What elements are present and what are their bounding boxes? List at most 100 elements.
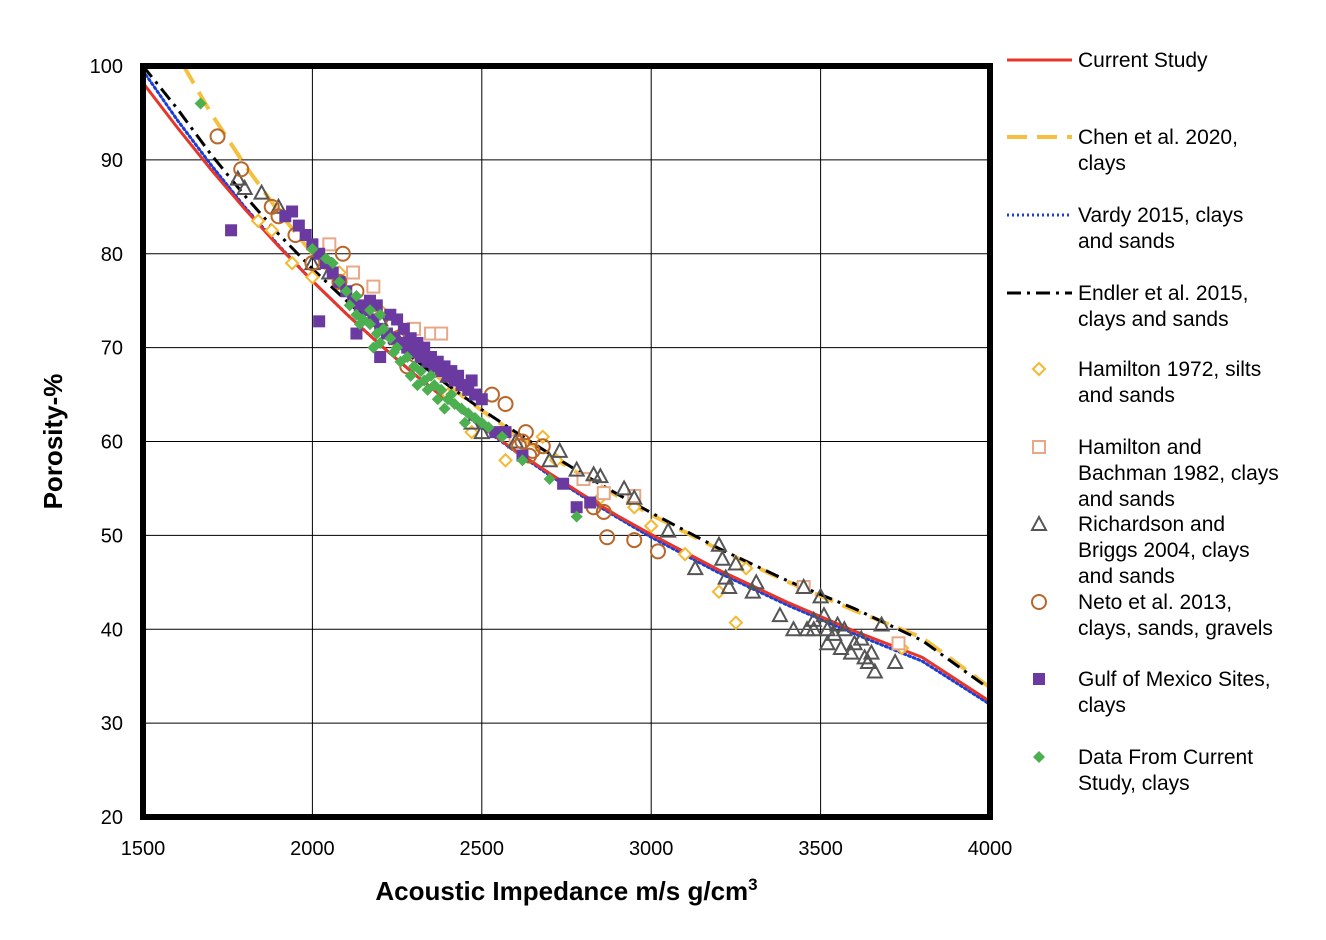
data-point <box>727 554 745 571</box>
y-tick-label: 60 <box>101 432 123 454</box>
data-point <box>414 365 427 378</box>
legend-label: clays <box>1078 694 1126 717</box>
series-lines <box>143 66 990 706</box>
data-point <box>464 424 480 440</box>
data-point <box>473 423 491 440</box>
x-tick-label: 3000 <box>629 838 674 860</box>
data-point <box>194 97 207 110</box>
data-point <box>828 615 847 632</box>
data-point <box>445 388 458 401</box>
data-point <box>842 643 860 660</box>
legend-label: Richardson and <box>1078 513 1225 536</box>
data-point <box>818 634 837 651</box>
data-point <box>625 488 643 505</box>
data-point <box>534 438 551 455</box>
data-point <box>313 315 326 328</box>
data-point <box>872 615 891 632</box>
data-point <box>452 369 465 382</box>
data-point <box>284 255 300 271</box>
legend-item: Hamilton 1972, silts and sands <box>1031 358 1261 407</box>
legend-label: Hamilton and <box>1078 436 1202 459</box>
legend-label: Hamilton 1972, silts <box>1078 358 1261 381</box>
data-point <box>835 620 853 637</box>
data-point <box>299 228 312 241</box>
legend-swatch <box>1031 361 1047 377</box>
legend-label: Gulf of Mexico Sites, <box>1078 668 1271 691</box>
legend-label: clays and sands <box>1078 308 1229 331</box>
data-point <box>649 543 666 560</box>
data-point <box>333 275 346 288</box>
legend-label: clays <box>1078 152 1126 175</box>
data-point <box>815 606 833 623</box>
series-line <box>143 69 990 706</box>
data-point <box>747 573 765 590</box>
data-point <box>584 496 597 509</box>
data-point <box>465 374 478 387</box>
legend-label: Study, clays <box>1078 772 1190 795</box>
data-point <box>334 245 351 262</box>
data-point <box>615 479 633 496</box>
legend-item: Chen et al. 2020, clays <box>1007 126 1238 175</box>
data-point <box>326 257 339 270</box>
data-point <box>233 161 250 178</box>
data-point <box>866 662 884 679</box>
data-point <box>401 351 414 364</box>
legend-item: Vardy 2015, clays and sands <box>1007 204 1243 253</box>
data-point <box>811 587 830 604</box>
data-point <box>235 178 254 195</box>
legend: Current Study Chen et al. 2020, clays Vardy… <box>1007 49 1279 795</box>
data-point <box>710 535 728 552</box>
data-point <box>886 653 904 670</box>
data-point <box>677 546 693 562</box>
legend-swatch <box>1033 751 1045 763</box>
legend-swatch <box>1032 440 1046 454</box>
x-tick-labels: 1500 2000 2500 3000 3500 4000 <box>121 838 1013 860</box>
x-axis-label: Acoustic Impedance m/s g/cm3 <box>375 875 757 906</box>
legend-label: Vardy 2015, clays <box>1078 204 1243 227</box>
data-point <box>570 510 583 523</box>
data-point <box>784 620 803 637</box>
data-point <box>832 638 850 655</box>
x-tick-label: 2500 <box>460 838 505 860</box>
data-point <box>252 183 271 200</box>
data-point <box>595 503 612 520</box>
y-tick-label: 70 <box>101 338 123 360</box>
data-point <box>599 529 616 546</box>
legend-item: Data From Current Study, clays <box>1033 746 1253 795</box>
data-point <box>458 416 471 429</box>
data-point <box>424 369 437 382</box>
data-point <box>626 532 643 549</box>
data-point <box>643 518 659 534</box>
data-point <box>384 332 397 345</box>
legend-label: Bachman 1982, clays <box>1078 462 1279 485</box>
data-point <box>353 318 366 331</box>
data-point <box>498 452 513 468</box>
data-point <box>404 369 417 382</box>
data-point <box>306 243 319 256</box>
data-point <box>303 254 322 271</box>
legend-item: Hamilton and Bachman 1982, clays and sands <box>1032 436 1279 511</box>
data-point <box>686 559 704 576</box>
series-markers <box>194 97 910 679</box>
data-point <box>497 395 514 412</box>
data-point <box>659 521 677 538</box>
data-point <box>374 351 387 364</box>
data-point <box>326 266 339 279</box>
grid-lines <box>142 65 991 818</box>
y-tick-label: 90 <box>101 150 123 172</box>
legend-item: Neto et al. 2013, clays, sands, gravels <box>1031 591 1273 640</box>
plot-frame <box>140 63 993 820</box>
x-tick-label: 2000 <box>290 838 335 860</box>
data-point <box>475 393 488 406</box>
legend-item: Richardson and Briggs 2004, clays and sand… <box>1030 513 1250 588</box>
data-point <box>496 430 509 443</box>
data-point <box>387 346 400 359</box>
y-tick-label: 30 <box>101 713 123 735</box>
data-point <box>805 620 823 637</box>
data-point <box>859 653 877 670</box>
data-point <box>304 255 321 272</box>
data-point <box>363 318 376 331</box>
data-point <box>367 341 380 354</box>
data-point <box>805 610 823 627</box>
data-point <box>363 304 376 317</box>
